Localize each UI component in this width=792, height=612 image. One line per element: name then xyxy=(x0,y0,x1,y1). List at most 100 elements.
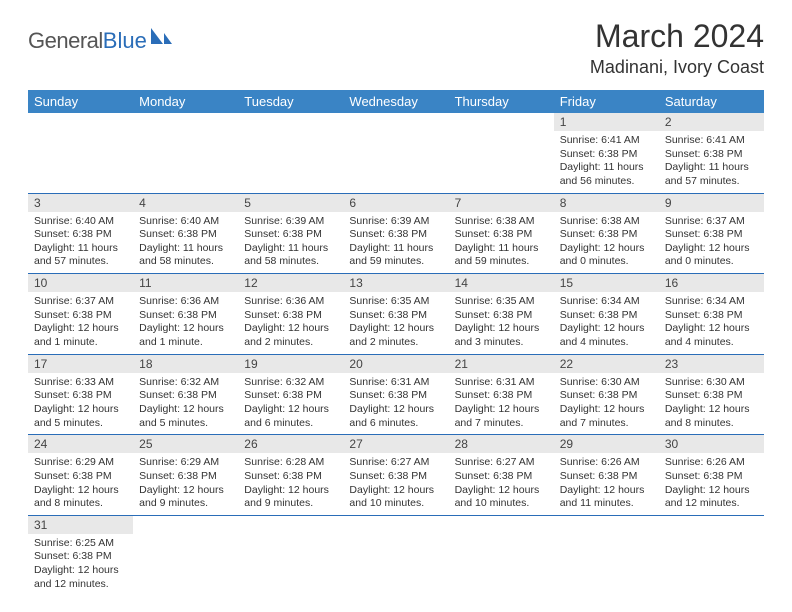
day-number-empty xyxy=(133,516,238,534)
sunrise-text: Sunrise: 6:39 AM xyxy=(244,215,337,229)
daylight-text: Daylight: 12 hours and 0 minutes. xyxy=(665,242,758,269)
daylight-text: Daylight: 12 hours and 9 minutes. xyxy=(244,484,337,511)
day-number: 10 xyxy=(28,274,133,292)
calendar-cell: 16Sunrise: 6:34 AMSunset: 6:38 PMDayligh… xyxy=(659,274,764,355)
day-number-empty xyxy=(343,113,448,131)
calendar-cell: 24Sunrise: 6:29 AMSunset: 6:38 PMDayligh… xyxy=(28,435,133,516)
daylight-text: Daylight: 12 hours and 12 minutes. xyxy=(34,564,127,591)
daylight-text: Daylight: 12 hours and 6 minutes. xyxy=(244,403,337,430)
daylight-text: Daylight: 11 hours and 57 minutes. xyxy=(34,242,127,269)
sunrise-text: Sunrise: 6:29 AM xyxy=(139,456,232,470)
calendar-cell: 15Sunrise: 6:34 AMSunset: 6:38 PMDayligh… xyxy=(554,274,659,355)
day-number: 4 xyxy=(133,194,238,212)
calendar-cell: 10Sunrise: 6:37 AMSunset: 6:38 PMDayligh… xyxy=(28,274,133,355)
day-body: Sunrise: 6:41 AMSunset: 6:38 PMDaylight:… xyxy=(659,131,764,193)
calendar-week: 3Sunrise: 6:40 AMSunset: 6:38 PMDaylight… xyxy=(28,193,764,274)
calendar-cell xyxy=(449,515,554,595)
calendar-cell xyxy=(238,113,343,193)
sunset-text: Sunset: 6:38 PM xyxy=(34,550,127,564)
sunrise-text: Sunrise: 6:35 AM xyxy=(455,295,548,309)
day-number: 21 xyxy=(449,355,554,373)
calendar-cell xyxy=(659,515,764,595)
title-block: March 2024 Madinani, Ivory Coast xyxy=(590,18,764,78)
day-number: 29 xyxy=(554,435,659,453)
daylight-text: Daylight: 12 hours and 3 minutes. xyxy=(455,322,548,349)
day-number: 2 xyxy=(659,113,764,131)
location: Madinani, Ivory Coast xyxy=(590,57,764,78)
calendar-cell: 27Sunrise: 6:27 AMSunset: 6:38 PMDayligh… xyxy=(343,435,448,516)
weekday-header-row: Sunday Monday Tuesday Wednesday Thursday… xyxy=(28,90,764,113)
day-number-empty xyxy=(449,113,554,131)
sunset-text: Sunset: 6:38 PM xyxy=(34,389,127,403)
day-number: 1 xyxy=(554,113,659,131)
sunset-text: Sunset: 6:38 PM xyxy=(455,309,548,323)
sunrise-text: Sunrise: 6:30 AM xyxy=(665,376,758,390)
calendar-cell xyxy=(554,515,659,595)
daylight-text: Daylight: 11 hours and 57 minutes. xyxy=(665,161,758,188)
sunset-text: Sunset: 6:38 PM xyxy=(34,309,127,323)
daylight-text: Daylight: 12 hours and 1 minute. xyxy=(34,322,127,349)
sunrise-text: Sunrise: 6:36 AM xyxy=(244,295,337,309)
sunrise-text: Sunrise: 6:38 AM xyxy=(560,215,653,229)
calendar-cell: 25Sunrise: 6:29 AMSunset: 6:38 PMDayligh… xyxy=(133,435,238,516)
day-number: 23 xyxy=(659,355,764,373)
calendar-cell xyxy=(449,113,554,193)
calendar-cell: 11Sunrise: 6:36 AMSunset: 6:38 PMDayligh… xyxy=(133,274,238,355)
day-number: 20 xyxy=(343,355,448,373)
day-number: 11 xyxy=(133,274,238,292)
sunrise-text: Sunrise: 6:38 AM xyxy=(455,215,548,229)
sunrise-text: Sunrise: 6:31 AM xyxy=(349,376,442,390)
sunset-text: Sunset: 6:38 PM xyxy=(560,148,653,162)
day-body: Sunrise: 6:36 AMSunset: 6:38 PMDaylight:… xyxy=(133,292,238,354)
daylight-text: Daylight: 12 hours and 9 minutes. xyxy=(139,484,232,511)
day-number: 28 xyxy=(449,435,554,453)
day-body: Sunrise: 6:38 AMSunset: 6:38 PMDaylight:… xyxy=(449,212,554,274)
sunset-text: Sunset: 6:38 PM xyxy=(139,228,232,242)
day-number: 5 xyxy=(238,194,343,212)
day-body: Sunrise: 6:34 AMSunset: 6:38 PMDaylight:… xyxy=(659,292,764,354)
day-body: Sunrise: 6:30 AMSunset: 6:38 PMDaylight:… xyxy=(554,373,659,435)
daylight-text: Daylight: 11 hours and 59 minutes. xyxy=(349,242,442,269)
day-body: Sunrise: 6:37 AMSunset: 6:38 PMDaylight:… xyxy=(659,212,764,274)
sunrise-text: Sunrise: 6:36 AM xyxy=(139,295,232,309)
day-number: 7 xyxy=(449,194,554,212)
sunrise-text: Sunrise: 6:41 AM xyxy=(665,134,758,148)
day-body: Sunrise: 6:27 AMSunset: 6:38 PMDaylight:… xyxy=(343,453,448,515)
day-body: Sunrise: 6:31 AMSunset: 6:38 PMDaylight:… xyxy=(449,373,554,435)
day-number: 17 xyxy=(28,355,133,373)
daylight-text: Daylight: 12 hours and 4 minutes. xyxy=(665,322,758,349)
calendar-cell xyxy=(133,515,238,595)
sunrise-text: Sunrise: 6:26 AM xyxy=(665,456,758,470)
day-body: Sunrise: 6:34 AMSunset: 6:38 PMDaylight:… xyxy=(554,292,659,354)
daylight-text: Daylight: 12 hours and 12 minutes. xyxy=(665,484,758,511)
calendar-cell: 4Sunrise: 6:40 AMSunset: 6:38 PMDaylight… xyxy=(133,193,238,274)
sunrise-text: Sunrise: 6:32 AM xyxy=(244,376,337,390)
calendar-cell xyxy=(238,515,343,595)
calendar-cell: 19Sunrise: 6:32 AMSunset: 6:38 PMDayligh… xyxy=(238,354,343,435)
calendar-cell: 20Sunrise: 6:31 AMSunset: 6:38 PMDayligh… xyxy=(343,354,448,435)
calendar-cell: 31Sunrise: 6:25 AMSunset: 6:38 PMDayligh… xyxy=(28,515,133,595)
logo: GeneralBlue xyxy=(28,26,173,56)
day-number: 3 xyxy=(28,194,133,212)
calendar-cell: 14Sunrise: 6:35 AMSunset: 6:38 PMDayligh… xyxy=(449,274,554,355)
calendar-cell: 9Sunrise: 6:37 AMSunset: 6:38 PMDaylight… xyxy=(659,193,764,274)
weekday-header: Thursday xyxy=(449,90,554,113)
sunset-text: Sunset: 6:38 PM xyxy=(349,228,442,242)
calendar-cell: 5Sunrise: 6:39 AMSunset: 6:38 PMDaylight… xyxy=(238,193,343,274)
sunset-text: Sunset: 6:38 PM xyxy=(34,228,127,242)
day-body: Sunrise: 6:32 AMSunset: 6:38 PMDaylight:… xyxy=(133,373,238,435)
calendar-cell xyxy=(343,515,448,595)
logo-text-blue: Blue xyxy=(103,28,147,54)
daylight-text: Daylight: 11 hours and 56 minutes. xyxy=(560,161,653,188)
daylight-text: Daylight: 12 hours and 1 minute. xyxy=(139,322,232,349)
day-number: 25 xyxy=(133,435,238,453)
calendar-cell: 6Sunrise: 6:39 AMSunset: 6:38 PMDaylight… xyxy=(343,193,448,274)
day-number-empty xyxy=(238,516,343,534)
sunset-text: Sunset: 6:38 PM xyxy=(244,228,337,242)
sunset-text: Sunset: 6:38 PM xyxy=(665,228,758,242)
sunset-text: Sunset: 6:38 PM xyxy=(455,389,548,403)
day-number: 8 xyxy=(554,194,659,212)
calendar-week: 31Sunrise: 6:25 AMSunset: 6:38 PMDayligh… xyxy=(28,515,764,595)
sunrise-text: Sunrise: 6:37 AM xyxy=(665,215,758,229)
calendar-cell: 21Sunrise: 6:31 AMSunset: 6:38 PMDayligh… xyxy=(449,354,554,435)
